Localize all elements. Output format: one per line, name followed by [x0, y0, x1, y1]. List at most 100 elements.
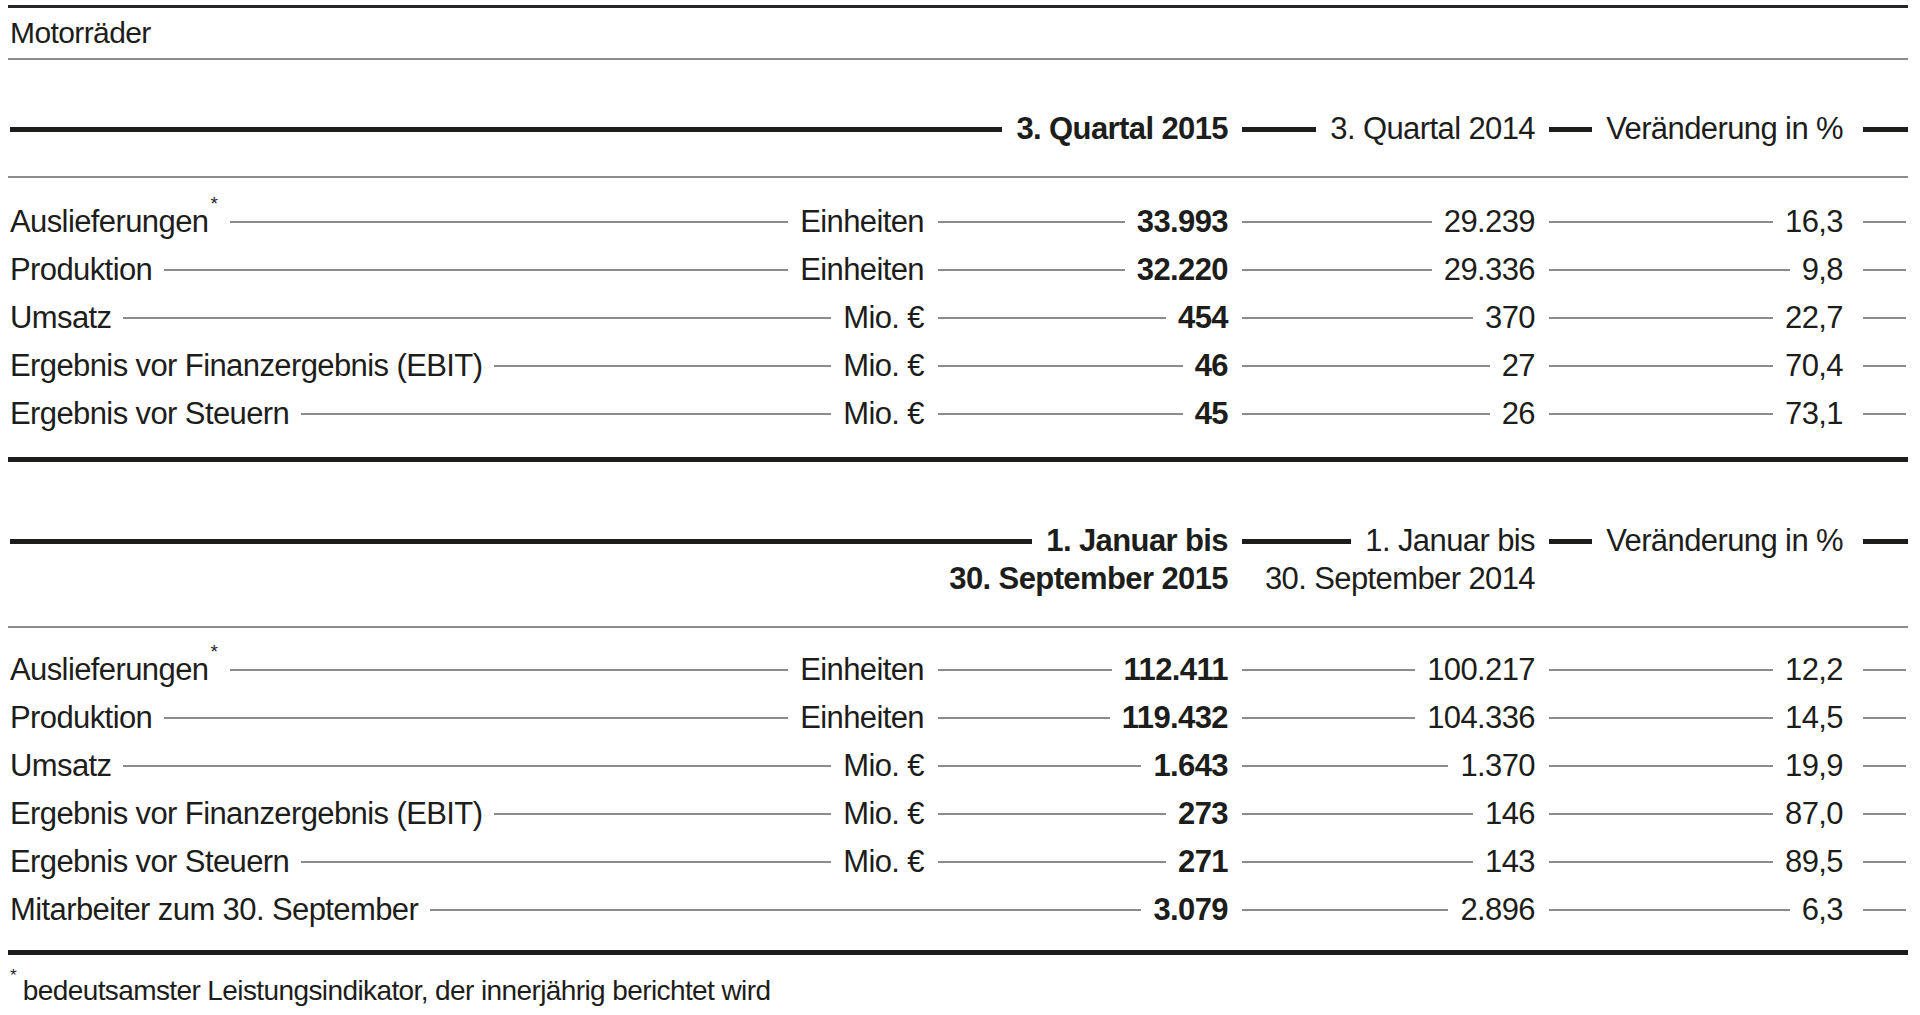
header-rule-segment — [1242, 127, 1316, 132]
value-prior-cell: 2.896 — [1228, 886, 1535, 934]
value-change: 6,3 — [1802, 892, 1843, 928]
row-label-cell: Umsatz Mio. € — [8, 294, 924, 342]
value-change: 89,5 — [1785, 844, 1843, 880]
leader-line — [1863, 317, 1906, 319]
value-current: 46 — [1195, 348, 1228, 384]
leader-line — [1549, 717, 1773, 719]
leader-line — [494, 813, 831, 815]
row-unit: Mio. € — [843, 844, 924, 880]
value-current-cell: 46 — [924, 342, 1228, 390]
leader-line — [164, 717, 788, 719]
leader-line — [1549, 813, 1773, 815]
table-row: Auslieferungen* Einheiten 33.993 29.239 … — [8, 198, 1908, 246]
leader-line — [123, 317, 831, 319]
value-prior: 143 — [1485, 844, 1535, 880]
leader-line — [1863, 365, 1906, 367]
value-prior-cell: 29.239 — [1228, 198, 1535, 246]
column-header-change: Veränderung in % — [1606, 522, 1843, 560]
footnote-marker: * — [10, 965, 17, 985]
leader-line — [123, 765, 831, 767]
row-unit: Mio. € — [843, 300, 924, 336]
row-label-cell: Ergebnis vor Finanzergebnis (EBIT) Mio. … — [8, 790, 924, 838]
header-rule-segment — [1863, 539, 1908, 544]
leader-line — [1242, 909, 1448, 911]
column-header-prior-line1: 1. Januar bis — [1365, 522, 1535, 560]
value-current: 454 — [1178, 300, 1228, 336]
row-unit: Einheiten — [800, 204, 924, 240]
value-change-cell: 14,5 — [1535, 694, 1843, 742]
column-header-prior: 3. Quartal 2014 — [1330, 110, 1535, 148]
value-change: 70,4 — [1785, 348, 1843, 384]
value-change-cell: 6,3 — [1535, 886, 1843, 934]
value-change-cell: 87,0 — [1535, 790, 1843, 838]
column-header-current: 3. Quartal 2015 — [1016, 110, 1228, 148]
table-row: Produktion Einheiten 32.220 29.336 9,8 — [8, 246, 1908, 294]
leader-line — [924, 909, 1141, 911]
title-underline — [8, 58, 1908, 60]
row-label: Umsatz — [8, 300, 111, 336]
header-cell-current: 1. Januar bis 30. September 2015 — [8, 522, 1228, 598]
value-prior: 104.336 — [1427, 700, 1535, 736]
row-tail-cell — [1843, 742, 1908, 790]
row-label: Ergebnis vor Finanzergebnis (EBIT) — [8, 348, 482, 384]
row-label: Auslieferungen* — [8, 652, 218, 688]
value-current: 1.643 — [1153, 748, 1228, 784]
leader-line — [1863, 717, 1906, 719]
leader-line — [1242, 317, 1473, 319]
leader-line — [938, 717, 1110, 719]
leader-line — [938, 269, 1125, 271]
leader-line — [230, 669, 788, 671]
value-change: 73,1 — [1785, 396, 1843, 432]
value-prior: 29.239 — [1444, 204, 1535, 240]
value-current: 33.993 — [1137, 204, 1228, 240]
value-change: 14,5 — [1785, 700, 1843, 736]
value-prior-cell: 29.336 — [1228, 246, 1535, 294]
leader-line — [1863, 221, 1906, 223]
leader-line — [938, 221, 1125, 223]
value-change: 12,2 — [1785, 652, 1843, 688]
leader-line — [494, 365, 831, 367]
row-label-cell: Auslieferungen* Einheiten — [8, 646, 924, 694]
leader-line — [938, 317, 1166, 319]
leader-line — [1549, 365, 1773, 367]
leader-line — [164, 269, 788, 271]
value-prior-cell: 1.370 — [1228, 742, 1535, 790]
leader-line — [1863, 765, 1906, 767]
value-change: 19,9 — [1785, 748, 1843, 784]
leader-line — [938, 365, 1183, 367]
value-prior: 146 — [1485, 796, 1535, 832]
value-current-cell: 3.079 — [924, 886, 1228, 934]
leader-line — [1242, 221, 1432, 223]
table-separator-rule — [8, 457, 1908, 462]
row-tail-cell — [1843, 790, 1908, 838]
leader-line — [1242, 861, 1473, 863]
table-row: Ergebnis vor Finanzergebnis (EBIT) Mio. … — [8, 342, 1908, 390]
value-change: 22,7 — [1785, 300, 1843, 336]
value-change-cell: 22,7 — [1535, 294, 1843, 342]
row-label: Ergebnis vor Steuern — [8, 396, 289, 432]
row-label-cell: Produktion Einheiten — [8, 694, 924, 742]
value-prior-cell: 143 — [1228, 838, 1535, 886]
column-header-change: Veränderung in % — [1606, 110, 1843, 148]
column-header-current-line2: 30. September 2015 — [949, 560, 1228, 598]
row-tail-cell — [1843, 838, 1908, 886]
row-label: Produktion — [8, 252, 152, 288]
leader-line — [1242, 365, 1490, 367]
row-label-cell: Ergebnis vor Steuern Mio. € — [8, 838, 924, 886]
value-change: 16,3 — [1785, 204, 1843, 240]
header-rule-segment — [10, 539, 1032, 544]
leader-line — [1242, 765, 1448, 767]
value-prior: 100.217 — [1427, 652, 1535, 688]
footnote: *bedeutsamster Leistungsindikator, der i… — [8, 973, 1908, 1009]
leader-line — [1549, 669, 1773, 671]
value-prior-cell: 104.336 — [1228, 694, 1535, 742]
bottom-rule — [8, 950, 1908, 955]
value-change-cell: 12,2 — [1535, 646, 1843, 694]
header-cell-prior: 3. Quartal 2014 — [1228, 110, 1535, 148]
header-rule-segment — [1549, 539, 1592, 544]
leader-line — [1863, 269, 1906, 271]
asterisk-marker: * — [210, 641, 217, 662]
leader-line — [301, 413, 831, 415]
header-cell-tail — [1843, 522, 1908, 598]
value-prior: 29.336 — [1444, 252, 1535, 288]
